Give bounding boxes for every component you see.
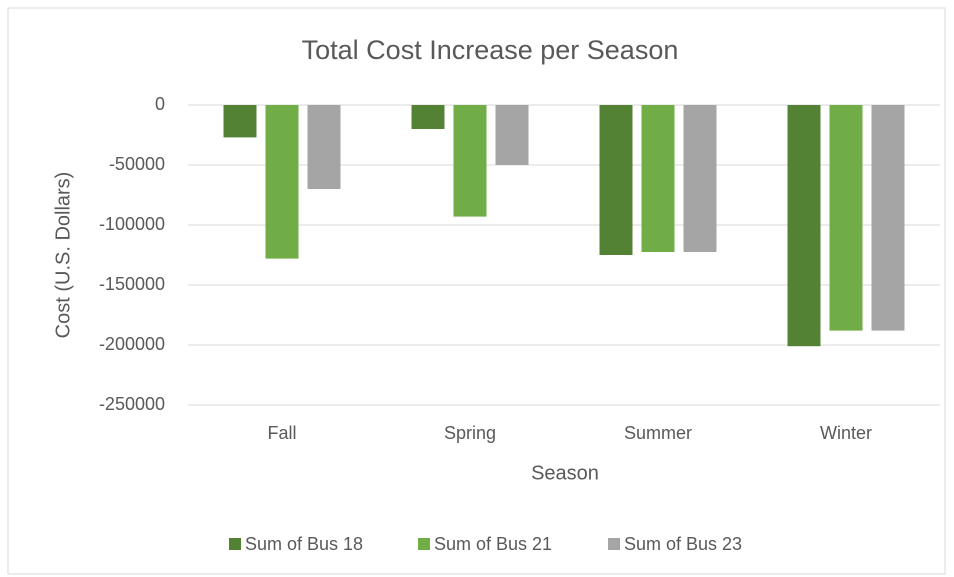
y-tick-label: -200000: [99, 334, 165, 354]
legend-label: Sum of Bus 18: [245, 534, 363, 554]
bar: [307, 105, 341, 189]
x-axis-label: Season: [531, 462, 599, 484]
bar: [265, 105, 299, 259]
legend-swatch: [608, 538, 620, 550]
legend-swatch: [418, 538, 430, 550]
y-tick-label: -50000: [109, 154, 165, 174]
y-tick-label: -250000: [99, 394, 165, 414]
bar: [829, 105, 863, 331]
bar: [683, 105, 717, 252]
legend-swatch: [229, 538, 241, 550]
bar: [871, 105, 905, 331]
x-tick-label: Summer: [624, 423, 692, 443]
legend-label: Sum of Bus 23: [624, 534, 742, 554]
bar: [411, 105, 445, 129]
x-tick-label: Winter: [820, 423, 872, 443]
y-tick-label: -150000: [99, 274, 165, 294]
chart-title: Total Cost Increase per Season: [302, 35, 679, 65]
y-axis-label: Cost (U.S. Dollars): [52, 172, 74, 339]
bar: [599, 105, 633, 255]
legend-label: Sum of Bus 21: [434, 534, 552, 554]
y-tick-label: -100000: [99, 214, 165, 234]
bar: [787, 105, 821, 347]
y-tick-label: 0: [155, 94, 165, 114]
bar: [495, 105, 529, 165]
bar: [223, 105, 257, 138]
bar: [453, 105, 487, 217]
x-tick-label: Fall: [267, 423, 296, 443]
x-tick-label: Spring: [444, 423, 496, 443]
bar: [641, 105, 675, 252]
